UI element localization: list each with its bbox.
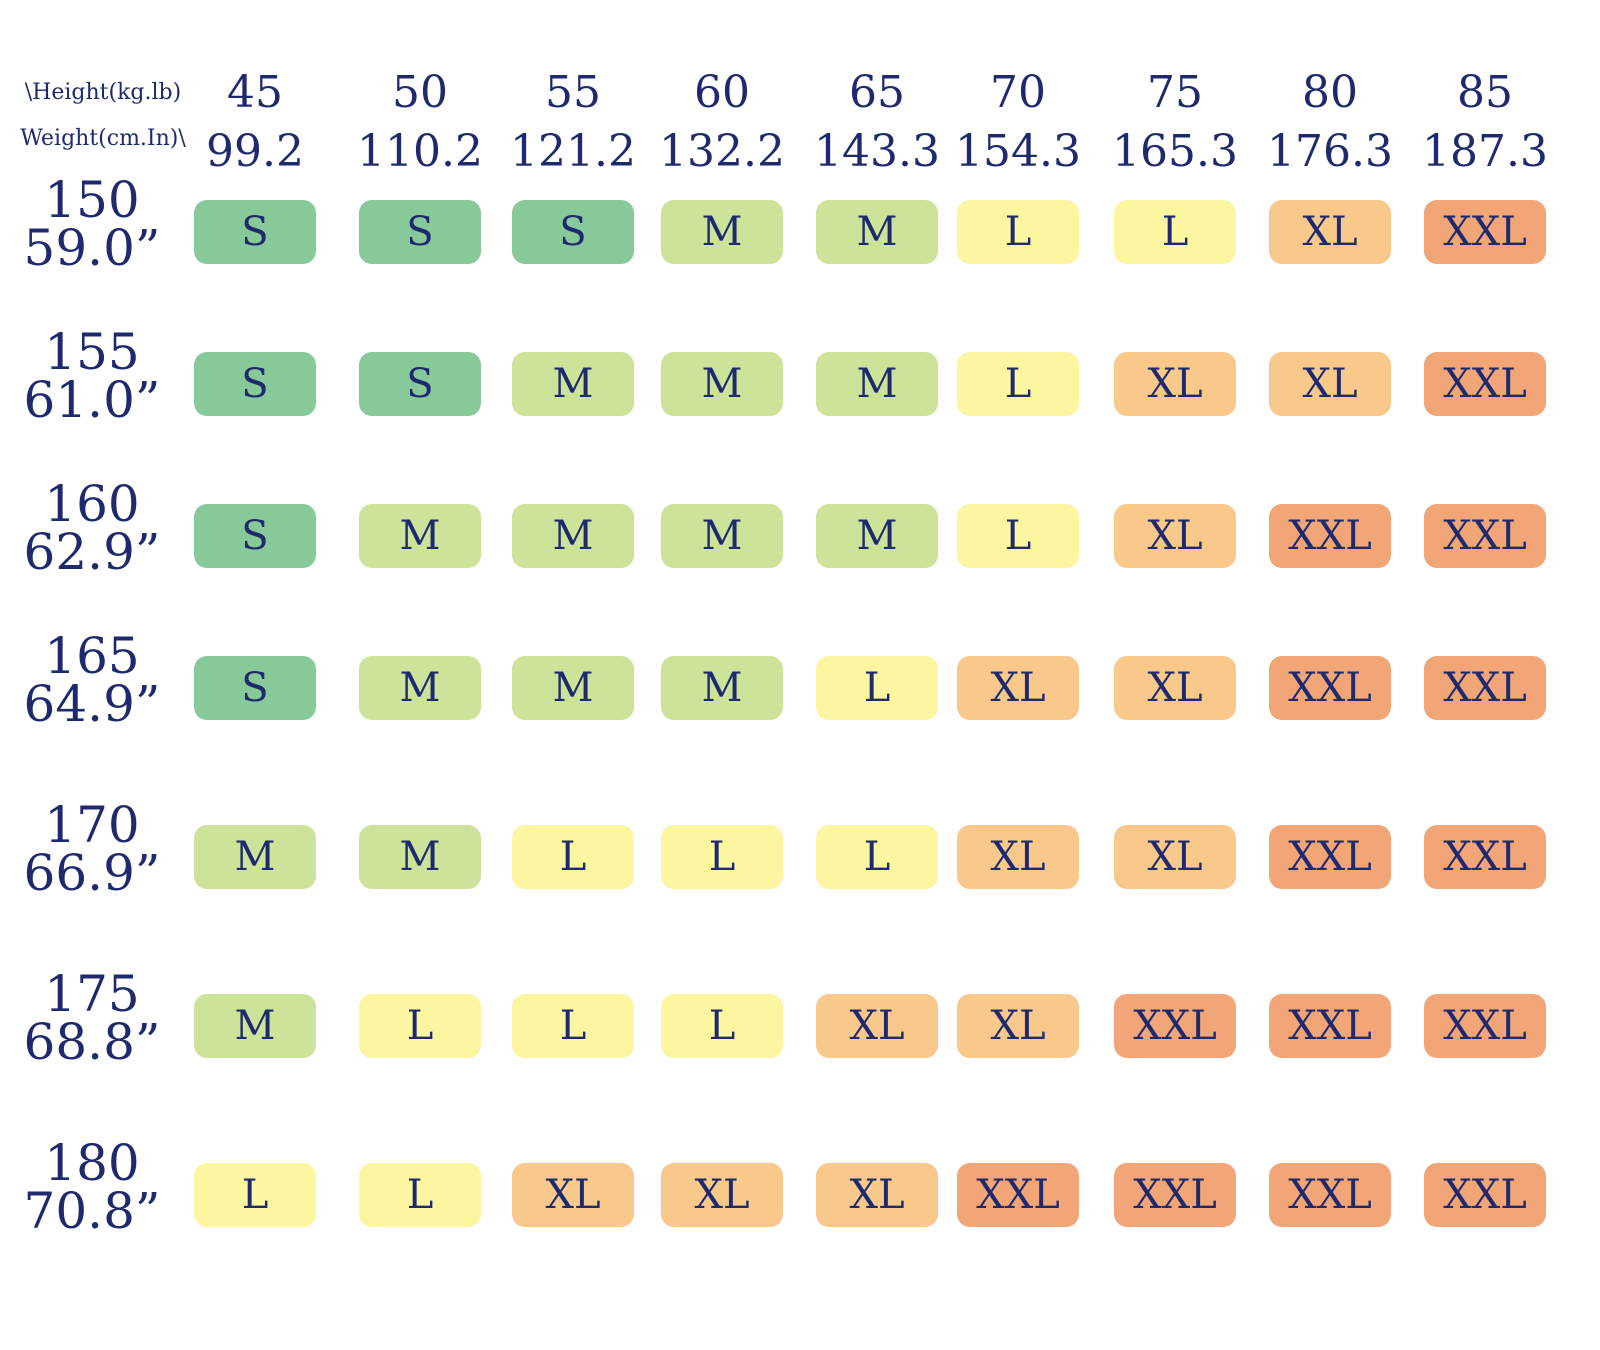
size-cell: XXL [1424, 825, 1546, 889]
size-cell: L [957, 504, 1079, 568]
column-lb: 132.2 [659, 126, 785, 177]
row-in: 68.8” [23, 1013, 161, 1071]
column-kg: 70 [990, 67, 1046, 118]
size-cell: S [194, 656, 316, 720]
size-cell: S [194, 200, 316, 264]
size-cell: XL [957, 825, 1079, 889]
size-cell: L [194, 1163, 316, 1227]
size-cell: XL [816, 1163, 938, 1227]
size-cell: L [816, 656, 938, 720]
row-cm: 165 [44, 627, 140, 685]
column-lb: 154.3 [955, 126, 1081, 177]
size-cell: M [194, 825, 316, 889]
size-cell: XL [661, 1163, 783, 1227]
size-cell: XXL [1114, 1163, 1236, 1227]
row-cm: 150 [44, 171, 140, 229]
column-kg: 80 [1302, 67, 1358, 118]
size-cell: XXL [1424, 504, 1546, 568]
size-cell: XL [1114, 504, 1236, 568]
size-cell: M [661, 504, 783, 568]
size-cell: XL [957, 656, 1079, 720]
size-cell: S [512, 200, 634, 264]
row-cm: 160 [44, 475, 140, 533]
size-cell: XXL [1269, 825, 1391, 889]
row-in: 59.0” [23, 219, 161, 277]
size-cell: XL [1114, 656, 1236, 720]
size-cell: XXL [1269, 1163, 1391, 1227]
column-lb: 176.3 [1267, 126, 1393, 177]
size-cell: M [816, 200, 938, 264]
column-kg: 85 [1457, 67, 1513, 118]
column-lb: 187.3 [1422, 126, 1548, 177]
row-cm: 180 [44, 1134, 140, 1192]
size-cell: L [957, 352, 1079, 416]
size-cell: L [359, 994, 481, 1058]
row-in: 64.9” [23, 675, 161, 733]
row-cm: 175 [44, 965, 140, 1023]
corner-label: \Height(kg.lb) [24, 80, 182, 105]
size-cell: M [359, 825, 481, 889]
size-cell: M [816, 352, 938, 416]
size-cell: XXL [1424, 200, 1546, 264]
size-cell: XXL [1424, 1163, 1546, 1227]
size-cell: M [194, 994, 316, 1058]
size-cell: M [512, 656, 634, 720]
size-cell: M [359, 656, 481, 720]
size-cell: L [512, 994, 634, 1058]
column-kg: 60 [694, 67, 750, 118]
size-cell: M [512, 352, 634, 416]
size-cell: M [816, 504, 938, 568]
row-cm: 155 [44, 323, 140, 381]
size-cell: XXL [1114, 994, 1236, 1058]
size-cell: M [512, 504, 634, 568]
size-cell: XXL [1424, 656, 1546, 720]
size-cell: L [512, 825, 634, 889]
size-cell: M [661, 656, 783, 720]
size-cell: L [661, 825, 783, 889]
size-cell: XXL [1269, 994, 1391, 1058]
size-cell: XL [512, 1163, 634, 1227]
row-in: 62.9” [23, 523, 161, 581]
size-cell: S [194, 352, 316, 416]
size-cell: S [359, 352, 481, 416]
column-lb: 143.3 [814, 126, 940, 177]
size-cell: L [816, 825, 938, 889]
size-cell: XXL [1424, 352, 1546, 416]
row-in: 61.0” [23, 371, 161, 429]
column-kg: 75 [1147, 67, 1203, 118]
row-cm: 170 [44, 796, 140, 854]
size-cell: M [661, 352, 783, 416]
size-cell: M [359, 504, 481, 568]
size-cell: XL [1269, 200, 1391, 264]
size-cell: XL [957, 994, 1079, 1058]
size-cell: XL [1114, 352, 1236, 416]
corner-label: Weight(cm.In)\ [20, 126, 186, 151]
column-kg: 55 [545, 67, 601, 118]
row-in: 70.8” [23, 1182, 161, 1240]
size-cell: XXL [957, 1163, 1079, 1227]
column-kg: 50 [392, 67, 448, 118]
size-cell: S [194, 504, 316, 568]
size-cell: XXL [1269, 656, 1391, 720]
size-cell: L [661, 994, 783, 1058]
size-cell: L [359, 1163, 481, 1227]
column-lb: 110.2 [357, 126, 483, 177]
column-kg: 65 [849, 67, 905, 118]
size-cell: L [957, 200, 1079, 264]
size-cell: XL [1114, 825, 1236, 889]
column-lb: 121.2 [510, 126, 636, 177]
size-cell: L [1114, 200, 1236, 264]
column-kg: 45 [227, 67, 283, 118]
size-cell: XL [1269, 352, 1391, 416]
row-in: 66.9” [23, 844, 161, 902]
size-cell: S [359, 200, 481, 264]
size-cell: XL [816, 994, 938, 1058]
column-lb: 165.3 [1112, 126, 1238, 177]
size-cell: M [661, 200, 783, 264]
column-lb: 99.2 [206, 126, 304, 177]
size-cell: XXL [1269, 504, 1391, 568]
size-cell: XXL [1424, 994, 1546, 1058]
